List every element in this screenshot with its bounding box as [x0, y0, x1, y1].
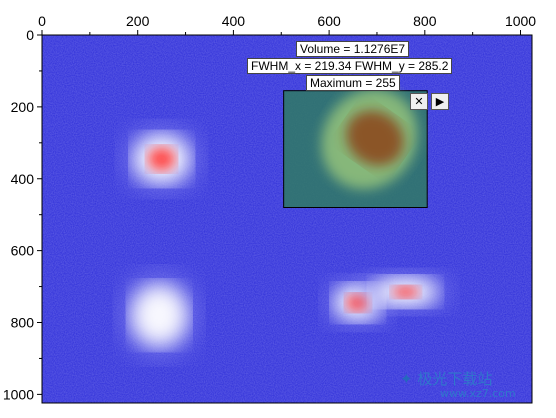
x-tick-label: 200 [126, 13, 150, 29]
plot-frame [41, 34, 533, 404]
roi-close-button[interactable]: ✕ [410, 93, 428, 110]
watermark: ✦ 极光下载站 www.xz7.com [400, 368, 516, 400]
y-axis: 0 200 400 600 800 1000 [3, 27, 42, 402]
y-tick-label: 1000 [3, 386, 34, 402]
x-tick-label: 0 [38, 13, 46, 29]
heatmap-blob [122, 125, 201, 193]
roi-contour [321, 88, 418, 190]
heatmap-blob [120, 272, 199, 358]
y-tick-label: 600 [11, 243, 35, 259]
blob-white-halo [131, 284, 188, 347]
y-tick-label: 400 [11, 171, 35, 187]
watermark-text: 极光下载站 [417, 370, 493, 388]
x-tick-label: 1000 [505, 13, 536, 29]
roi-contour-core [346, 110, 404, 166]
roi-maximum-label: Maximum = 255 [306, 75, 400, 91]
roi-fwhm-label: FWHM_x = 219.34 FWHM_y = 285.2 [247, 58, 453, 74]
y-tick-label: 200 [11, 99, 35, 115]
heatmap-blobs [120, 125, 451, 358]
x-tick-label: 400 [222, 13, 246, 29]
roi-region[interactable] [283, 70, 437, 208]
x-tick-label: 800 [413, 13, 437, 29]
blob-red-core [392, 285, 420, 299]
roi-volume-label: Volume = 1.1276E7 [296, 41, 410, 57]
aurora-logo-icon: ✦ [400, 370, 413, 388]
y-tick-label: 0 [26, 27, 34, 43]
y-tick-label: 800 [11, 315, 35, 331]
heatmap-blob [360, 271, 451, 313]
blob-red-core [147, 146, 176, 172]
x-tick-label: 600 [317, 13, 341, 29]
roi-menu-button[interactable]: ▶ [431, 93, 449, 110]
noise-texture [42, 35, 532, 403]
watermark-url: www.xz7.com [440, 387, 516, 400]
x-axis: 0 200 400 600 800 1000 [38, 13, 536, 35]
